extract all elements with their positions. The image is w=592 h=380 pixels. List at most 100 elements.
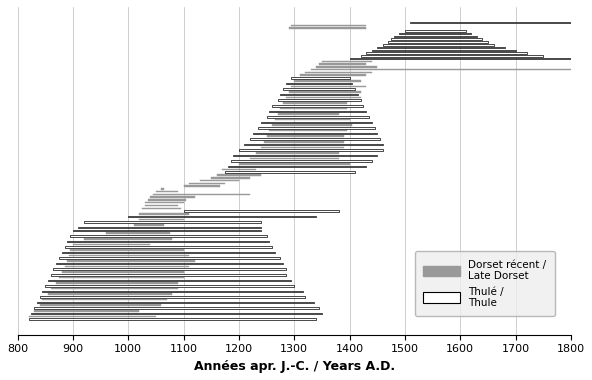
Bar: [28, 315, 156, 317]
Bar: [223, 169, 256, 170]
Bar: [73, 230, 261, 231]
Bar: [139, 218, 184, 220]
Legend: Dorset récent /
Late Dorset, Thulé /
Thule: Dorset récent / Late Dorset, Thulé / Thu…: [415, 252, 555, 317]
Bar: [281, 94, 358, 95]
Bar: [400, 33, 471, 35]
Bar: [291, 77, 350, 79]
Bar: [405, 30, 466, 32]
Bar: [319, 63, 366, 65]
Bar: [200, 180, 239, 181]
Bar: [53, 269, 286, 270]
Bar: [128, 216, 316, 217]
Bar: [34, 310, 139, 312]
Bar: [69, 255, 189, 256]
Bar: [62, 252, 275, 253]
Bar: [134, 224, 164, 226]
Bar: [67, 241, 269, 242]
Bar: [289, 27, 366, 29]
Bar: [217, 174, 261, 176]
Bar: [286, 97, 361, 98]
Bar: [266, 135, 344, 137]
Bar: [258, 127, 375, 129]
Bar: [150, 196, 195, 198]
Bar: [250, 158, 339, 159]
Bar: [283, 102, 347, 104]
Bar: [289, 91, 361, 93]
Bar: [377, 47, 504, 48]
Bar: [84, 238, 172, 239]
Bar: [253, 133, 377, 134]
Bar: [142, 207, 181, 209]
Bar: [51, 288, 178, 290]
Bar: [145, 202, 184, 204]
Bar: [372, 49, 516, 51]
Bar: [48, 280, 291, 281]
Bar: [316, 66, 377, 68]
Bar: [184, 210, 339, 212]
Bar: [45, 285, 294, 287]
Bar: [311, 69, 571, 70]
Bar: [31, 313, 322, 314]
Bar: [383, 44, 494, 46]
Bar: [211, 177, 250, 179]
Bar: [156, 191, 178, 192]
Bar: [184, 185, 220, 187]
Bar: [278, 113, 339, 115]
Bar: [62, 271, 184, 273]
Bar: [59, 257, 281, 259]
Bar: [231, 160, 372, 162]
Bar: [256, 152, 339, 154]
Bar: [366, 52, 527, 54]
Bar: [275, 119, 350, 120]
Bar: [266, 116, 369, 117]
Bar: [239, 149, 383, 151]
Bar: [189, 182, 225, 184]
Bar: [269, 130, 347, 131]
Bar: [269, 111, 366, 112]
Bar: [239, 163, 350, 165]
Bar: [147, 199, 186, 201]
Bar: [281, 108, 347, 109]
Bar: [73, 244, 150, 245]
Bar: [261, 122, 372, 123]
Bar: [225, 171, 355, 173]
Bar: [228, 166, 366, 168]
Bar: [78, 227, 261, 228]
Bar: [67, 260, 195, 262]
Bar: [286, 83, 352, 84]
Bar: [322, 61, 372, 62]
Bar: [51, 274, 286, 276]
Bar: [40, 304, 162, 306]
Bar: [43, 299, 167, 301]
Bar: [291, 25, 366, 26]
Bar: [48, 293, 172, 295]
Bar: [272, 105, 363, 106]
Bar: [391, 38, 482, 40]
Bar: [59, 277, 184, 278]
X-axis label: Années apr. J.-C. / Years A.D.: Années apr. J.-C. / Years A.D.: [194, 360, 395, 373]
Bar: [291, 86, 366, 87]
Bar: [139, 213, 189, 215]
Bar: [250, 138, 380, 140]
Bar: [261, 147, 344, 148]
Bar: [300, 74, 366, 76]
Bar: [37, 302, 314, 303]
Bar: [84, 222, 261, 223]
Bar: [294, 80, 361, 82]
Bar: [305, 72, 372, 73]
Bar: [56, 263, 283, 264]
Bar: [106, 233, 170, 234]
Bar: [394, 36, 477, 37]
Bar: [65, 266, 189, 267]
Bar: [388, 41, 488, 43]
Bar: [34, 307, 319, 309]
Bar: [145, 205, 178, 206]
Bar: [65, 246, 272, 248]
Bar: [410, 22, 571, 24]
Bar: [244, 144, 383, 145]
Bar: [350, 58, 571, 59]
Bar: [56, 282, 178, 284]
Bar: [28, 318, 316, 320]
Bar: [153, 194, 250, 195]
Bar: [70, 249, 184, 250]
